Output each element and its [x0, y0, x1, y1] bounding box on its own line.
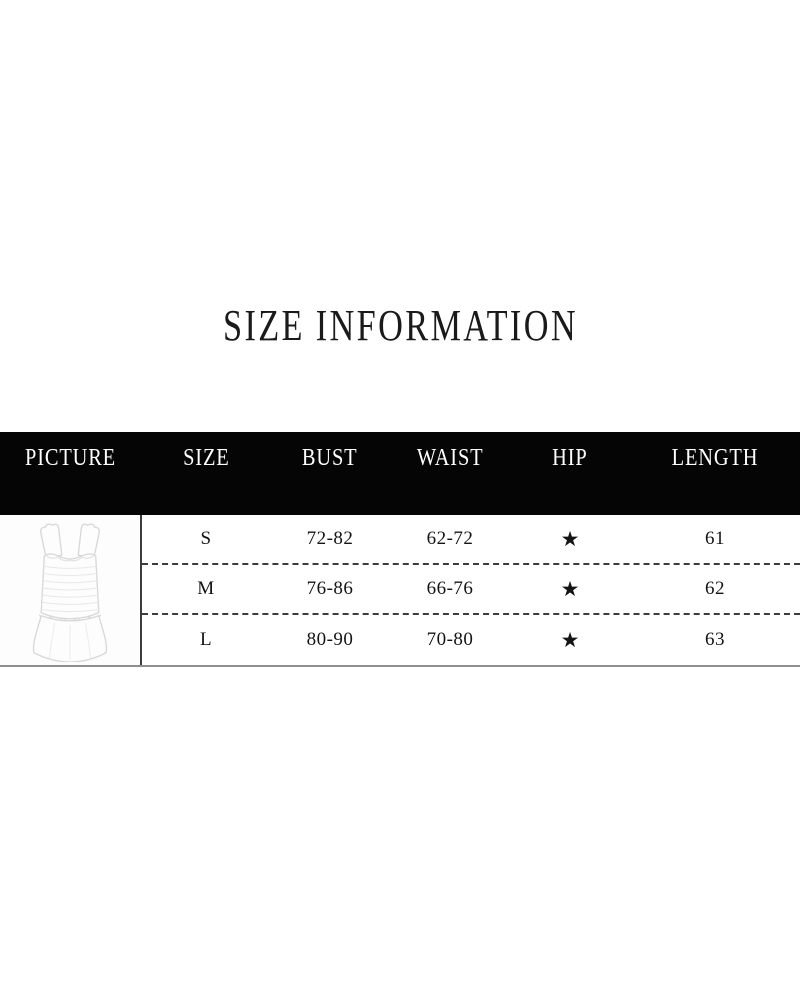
bust-value: 76-86 — [306, 578, 354, 599]
length-value: 62 — [705, 578, 725, 599]
size-value: M — [197, 578, 215, 599]
length-value: 63 — [705, 629, 725, 650]
table-row-l: L 80-90 70-80 ★ 63 — [142, 615, 800, 665]
star-icon: ★ — [560, 627, 580, 652]
header-bust: BUST — [302, 445, 358, 471]
dress-image — [32, 523, 108, 662]
bust-value: 80-90 — [306, 629, 354, 650]
page-title-text: SIZE INFORMATION — [222, 301, 578, 350]
table-rows: S 72-82 62-72 ★ 61 M 76-86 66-76 ★ 62 L … — [142, 515, 800, 665]
table-header-row: PICTURE SIZE BUST WAIST HIP LENGTH — [0, 432, 800, 515]
table-row-m: M 76-86 66-76 ★ 62 — [142, 565, 800, 615]
waist-value: 70-80 — [426, 629, 474, 650]
bust-value: 72-82 — [306, 528, 354, 549]
star-icon: ★ — [560, 526, 580, 551]
size-value: L — [199, 629, 213, 650]
waist-value: 66-76 — [426, 578, 474, 599]
star-icon: ★ — [560, 576, 580, 601]
table-body: S 72-82 62-72 ★ 61 M 76-86 66-76 ★ 62 L … — [0, 515, 800, 667]
length-value: 61 — [705, 528, 725, 549]
page-title: SIZE INFORMATION — [0, 301, 800, 361]
header-picture: PICTURE — [25, 445, 117, 471]
table-row-s: S 72-82 62-72 ★ 61 — [142, 515, 800, 565]
waist-value: 62-72 — [426, 528, 474, 549]
header-size: SIZE — [182, 445, 230, 471]
product-picture-cell — [0, 515, 142, 665]
size-value: S — [200, 528, 212, 549]
header-hip: HIP — [552, 445, 588, 471]
header-length: LENGTH — [671, 445, 759, 471]
header-waist: WAIST — [416, 445, 484, 471]
